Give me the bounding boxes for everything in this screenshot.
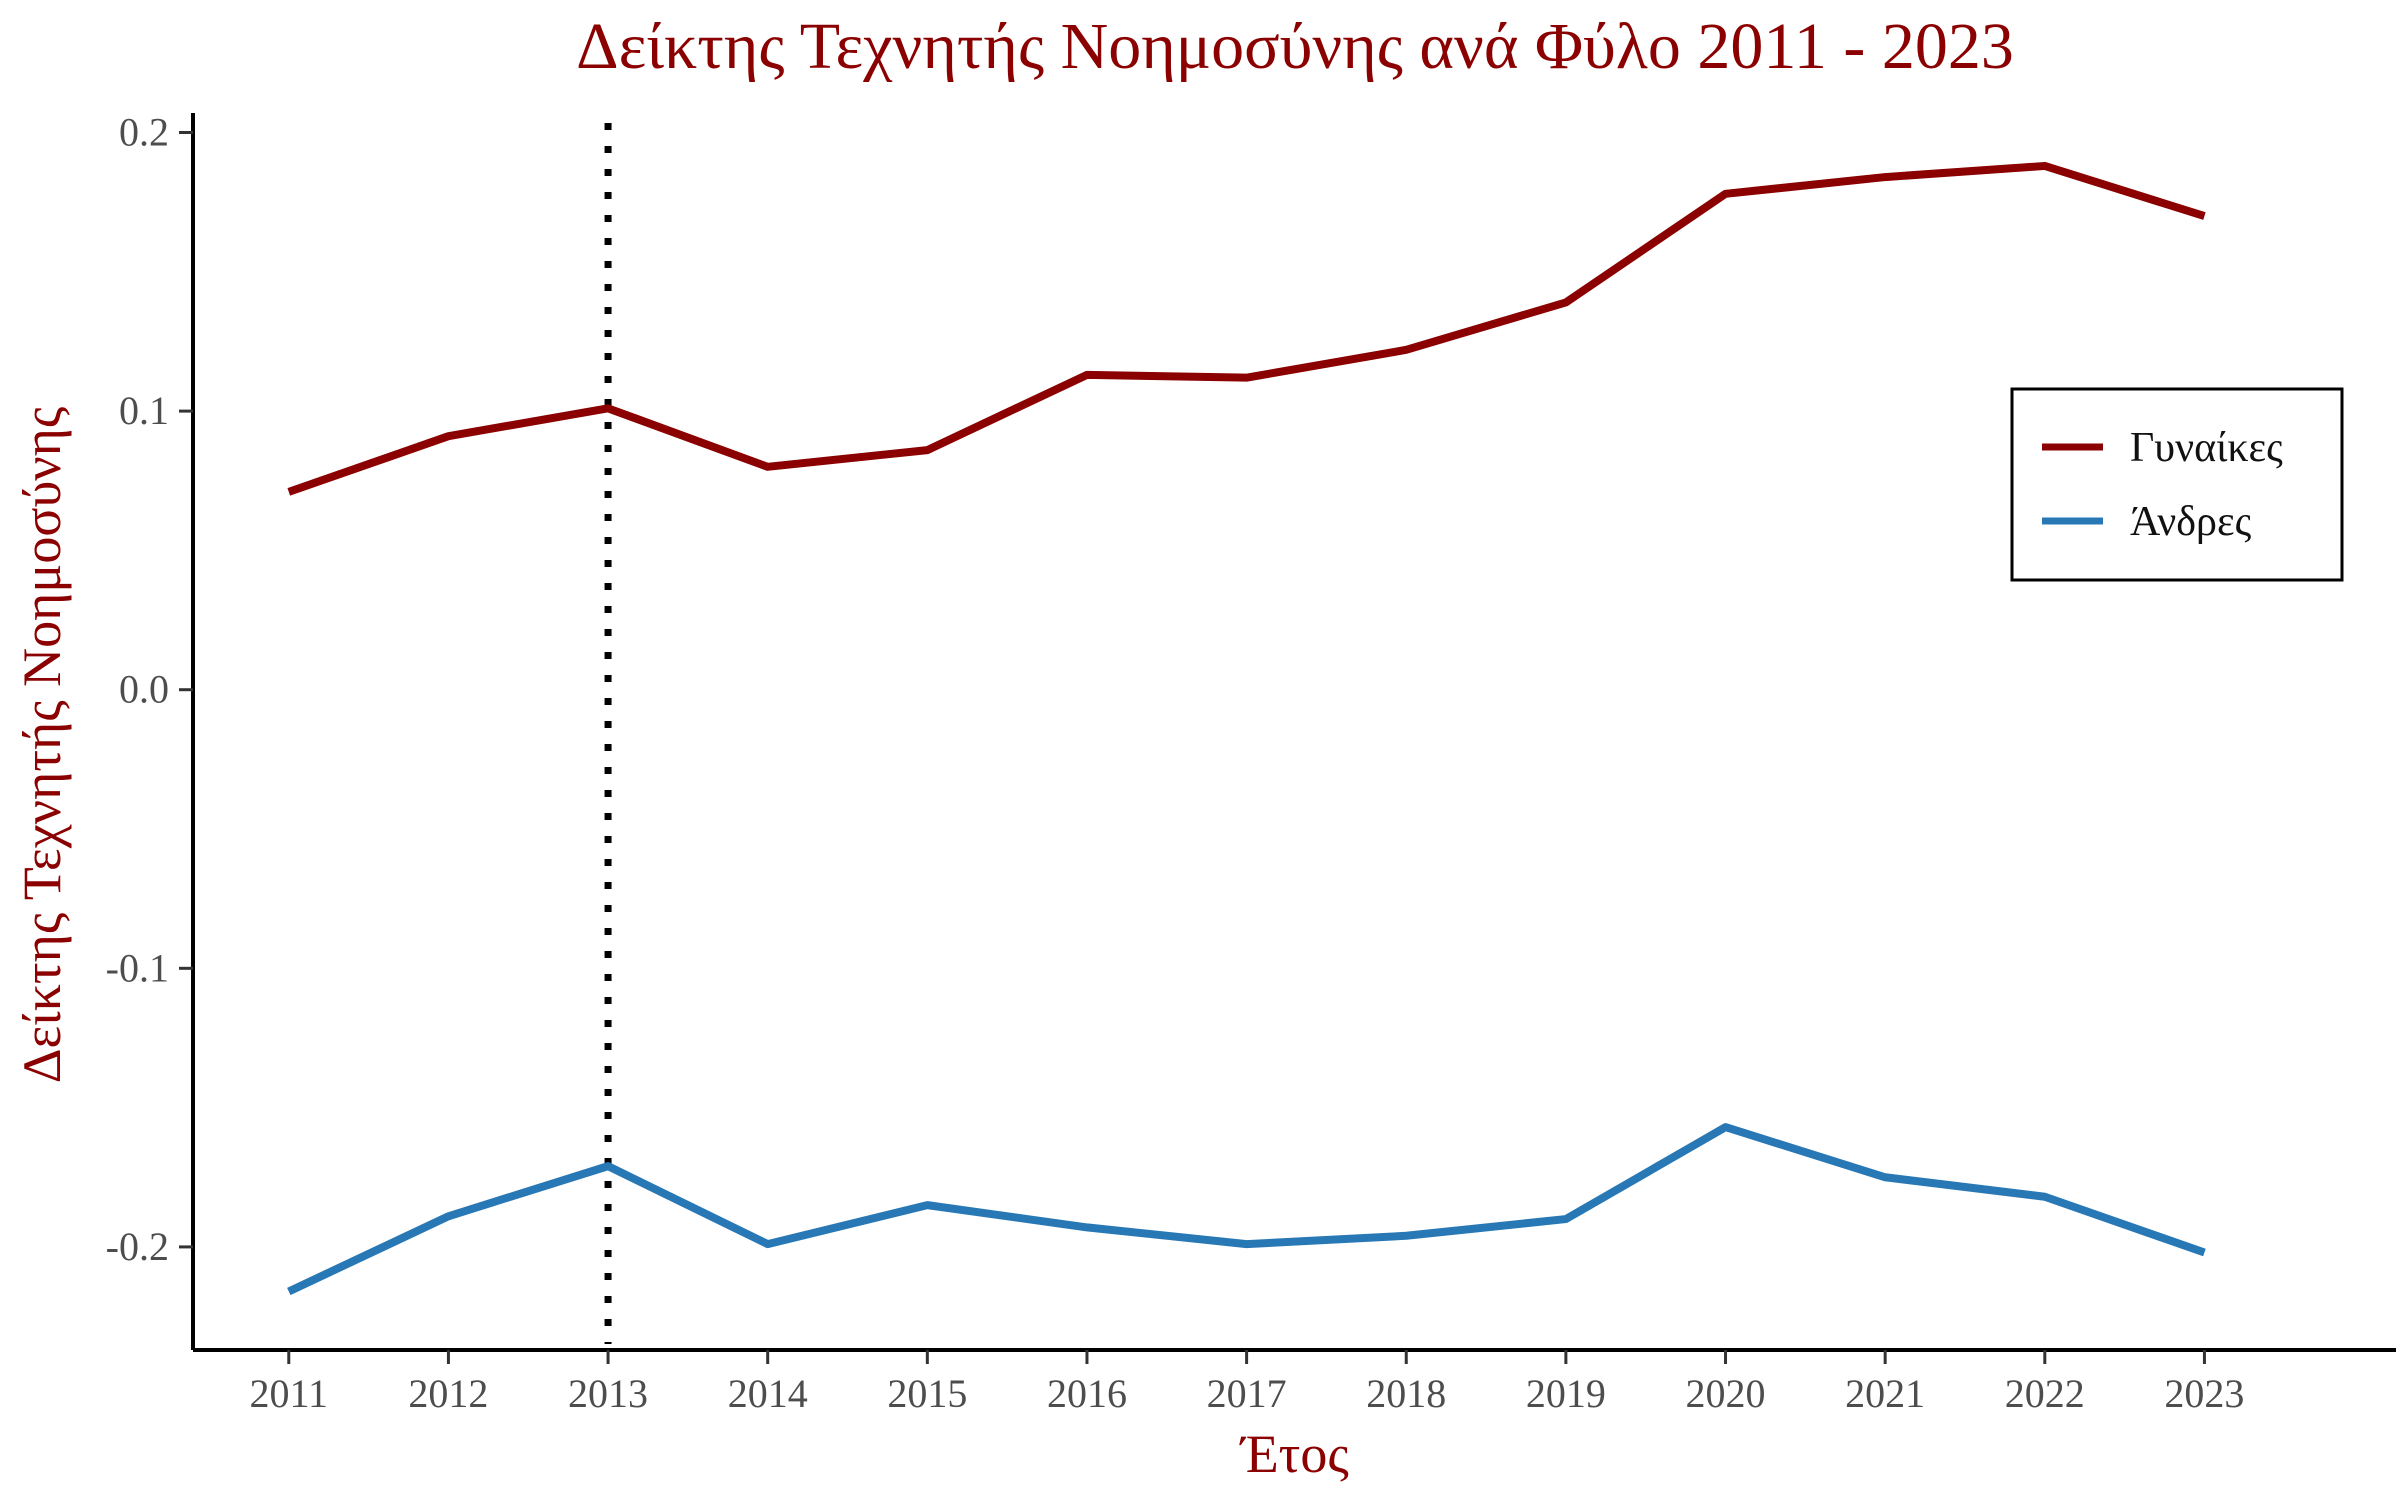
x-axis-title: Έτος: [1239, 1424, 1349, 1484]
x-tick-label: 2014: [728, 1371, 808, 1416]
y-tick-label: -0.1: [106, 945, 169, 990]
x-tick-label: 2018: [1366, 1371, 1446, 1416]
x-tick-label: 2021: [1845, 1371, 1925, 1416]
legend-box: [2010, 387, 2344, 582]
x-tick-label: 2023: [2164, 1371, 2244, 1416]
x-tick-label: 2020: [1686, 1371, 1766, 1416]
chart-title: Δείκτης Τεχνητής Νοημοσύνης ανά Φύλο 201…: [576, 10, 2014, 83]
series-line-women: [287, 161, 2206, 496]
y-tick-label: -0.2: [106, 1224, 169, 1269]
x-tick-label: 2019: [1526, 1371, 1606, 1416]
y-tick-label: 0.1: [119, 388, 169, 433]
x-tick-label: 2022: [2005, 1371, 2085, 1416]
x-tick-label: 2017: [1207, 1371, 1287, 1416]
legend-label-women: Γυναίκες: [2130, 425, 2283, 471]
y-axis-title: Δείκτης Τεχνητής Νοημοσύνης: [12, 407, 72, 1083]
legend-label-men: Άνδρες: [2130, 499, 2252, 545]
x-tick-label: 2015: [887, 1371, 967, 1416]
legend: Γυναίκες Άνδρες: [2010, 387, 2344, 582]
x-tick-label: 2013: [568, 1371, 648, 1416]
x-ticks: 2011 2012 2013 2014 2015 2016 2017 2018 2019 2020…: [250, 1350, 2244, 1416]
y-tick-label: 0.2: [119, 110, 169, 155]
x-tick-label: 2016: [1047, 1371, 1127, 1416]
series-line-men: [287, 1123, 2206, 1296]
x-tick-label: 2011: [250, 1371, 329, 1416]
y-tick-label: 0.0: [119, 667, 169, 712]
plot-area: [287, 123, 2206, 1344]
y-ticks: -0.2 -0.1 0.0 0.1 0.2: [106, 110, 193, 1269]
x-tick-label: 2012: [408, 1371, 488, 1416]
